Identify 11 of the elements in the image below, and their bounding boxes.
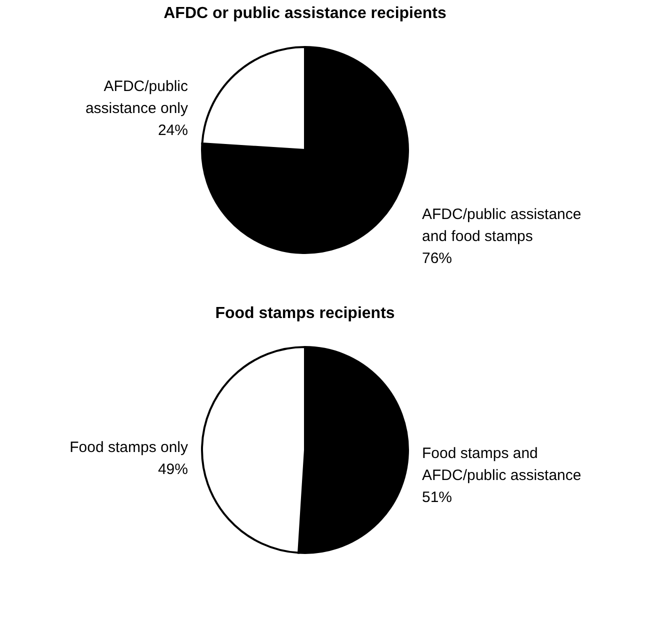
- chart-title: Food stamps recipients: [215, 305, 395, 322]
- slice-label: AFDC/public assistance only: [85, 78, 188, 118]
- data-label: 76%: [422, 250, 452, 267]
- data-label: 51%: [422, 488, 452, 506]
- data-label: 24%: [158, 122, 188, 140]
- slice-label: AFDC/public assistance and food stamps: [422, 206, 582, 245]
- data-label: 49%: [158, 461, 188, 478]
- slice-label: Food stamps only: [70, 439, 188, 456]
- slice-label: Food stamps and AFDC/public assistance: [422, 444, 582, 484]
- chart-title: AFDC or public assistance recipients: [164, 5, 446, 22]
- pie-slice: [201, 46, 409, 254]
